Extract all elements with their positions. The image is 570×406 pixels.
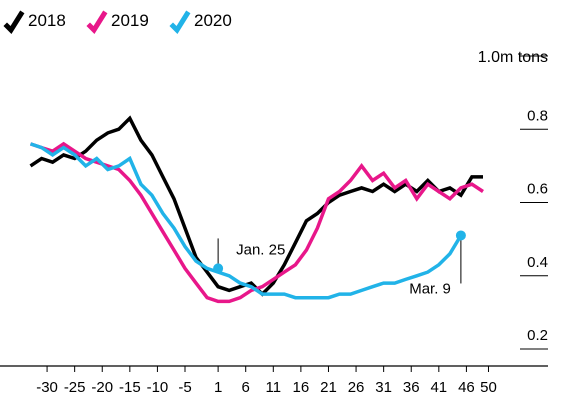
x-tick-label: -30 (36, 379, 58, 396)
x-tick-label: -25 (64, 379, 86, 396)
legend-label-2018: 2018 (28, 11, 66, 30)
x-tick-label: 1 (214, 379, 222, 396)
series-layer (29, 115, 484, 304)
legend-label-2019: 2019 (111, 11, 149, 30)
series-line-2018 (29, 115, 483, 297)
x-tick-label: 6 (242, 379, 250, 396)
legend: 2018 2019 2020 (3, 10, 232, 34)
y-tick-label: 0.2 (527, 327, 548, 344)
x-tick-label: 41 (430, 379, 447, 396)
annotation-label: Mar. 9 (409, 280, 451, 297)
x-tick-label: 50 (480, 379, 497, 396)
x-tick-label: 21 (320, 379, 337, 396)
x-tick-label: -10 (147, 379, 169, 396)
y-tick-label: 0.8 (527, 107, 548, 124)
x-tick-label: -15 (119, 379, 141, 396)
x-tick-label: 11 (266, 379, 282, 396)
x-tick-label: 16 (293, 379, 310, 396)
y-unit-label: 1.0m tons (478, 49, 548, 66)
annotation-marker (455, 230, 466, 241)
annotation-marker (213, 263, 224, 274)
x-tick-label: 46 (458, 379, 475, 396)
annotation-label: Jan. 25 (236, 241, 285, 258)
x-tick-label: 26 (348, 379, 365, 396)
legend-item-2018: 2018 (3, 10, 66, 34)
series-line-2020 (29, 142, 463, 300)
legend-swatch-2020 (169, 10, 191, 34)
x-tick-label: -20 (91, 379, 113, 396)
x-tick-label: -5 (178, 379, 191, 396)
legend-swatch-2019 (86, 10, 108, 34)
y-tick-label: 0.6 (527, 181, 548, 198)
legend-item-2019: 2019 (86, 10, 149, 34)
annotation-layer: Jan. 25 Mar. 9 (213, 230, 466, 297)
legend-item-2020: 2020 (169, 10, 232, 34)
y-tick-label: 0.4 (527, 254, 548, 271)
x-tick-label: 31 (375, 379, 392, 396)
y-axis: 0.2 0.4 0.6 0.8 (520, 55, 548, 350)
legend-label-2020: 2020 (194, 11, 232, 30)
x-axis: -30 -25 -20 -15 -10 -5 1 6 11 16 21 26 31 36 41 46 50 (0, 365, 548, 396)
legend-swatch-2018 (3, 10, 25, 34)
x-tick-label: 36 (403, 379, 420, 396)
